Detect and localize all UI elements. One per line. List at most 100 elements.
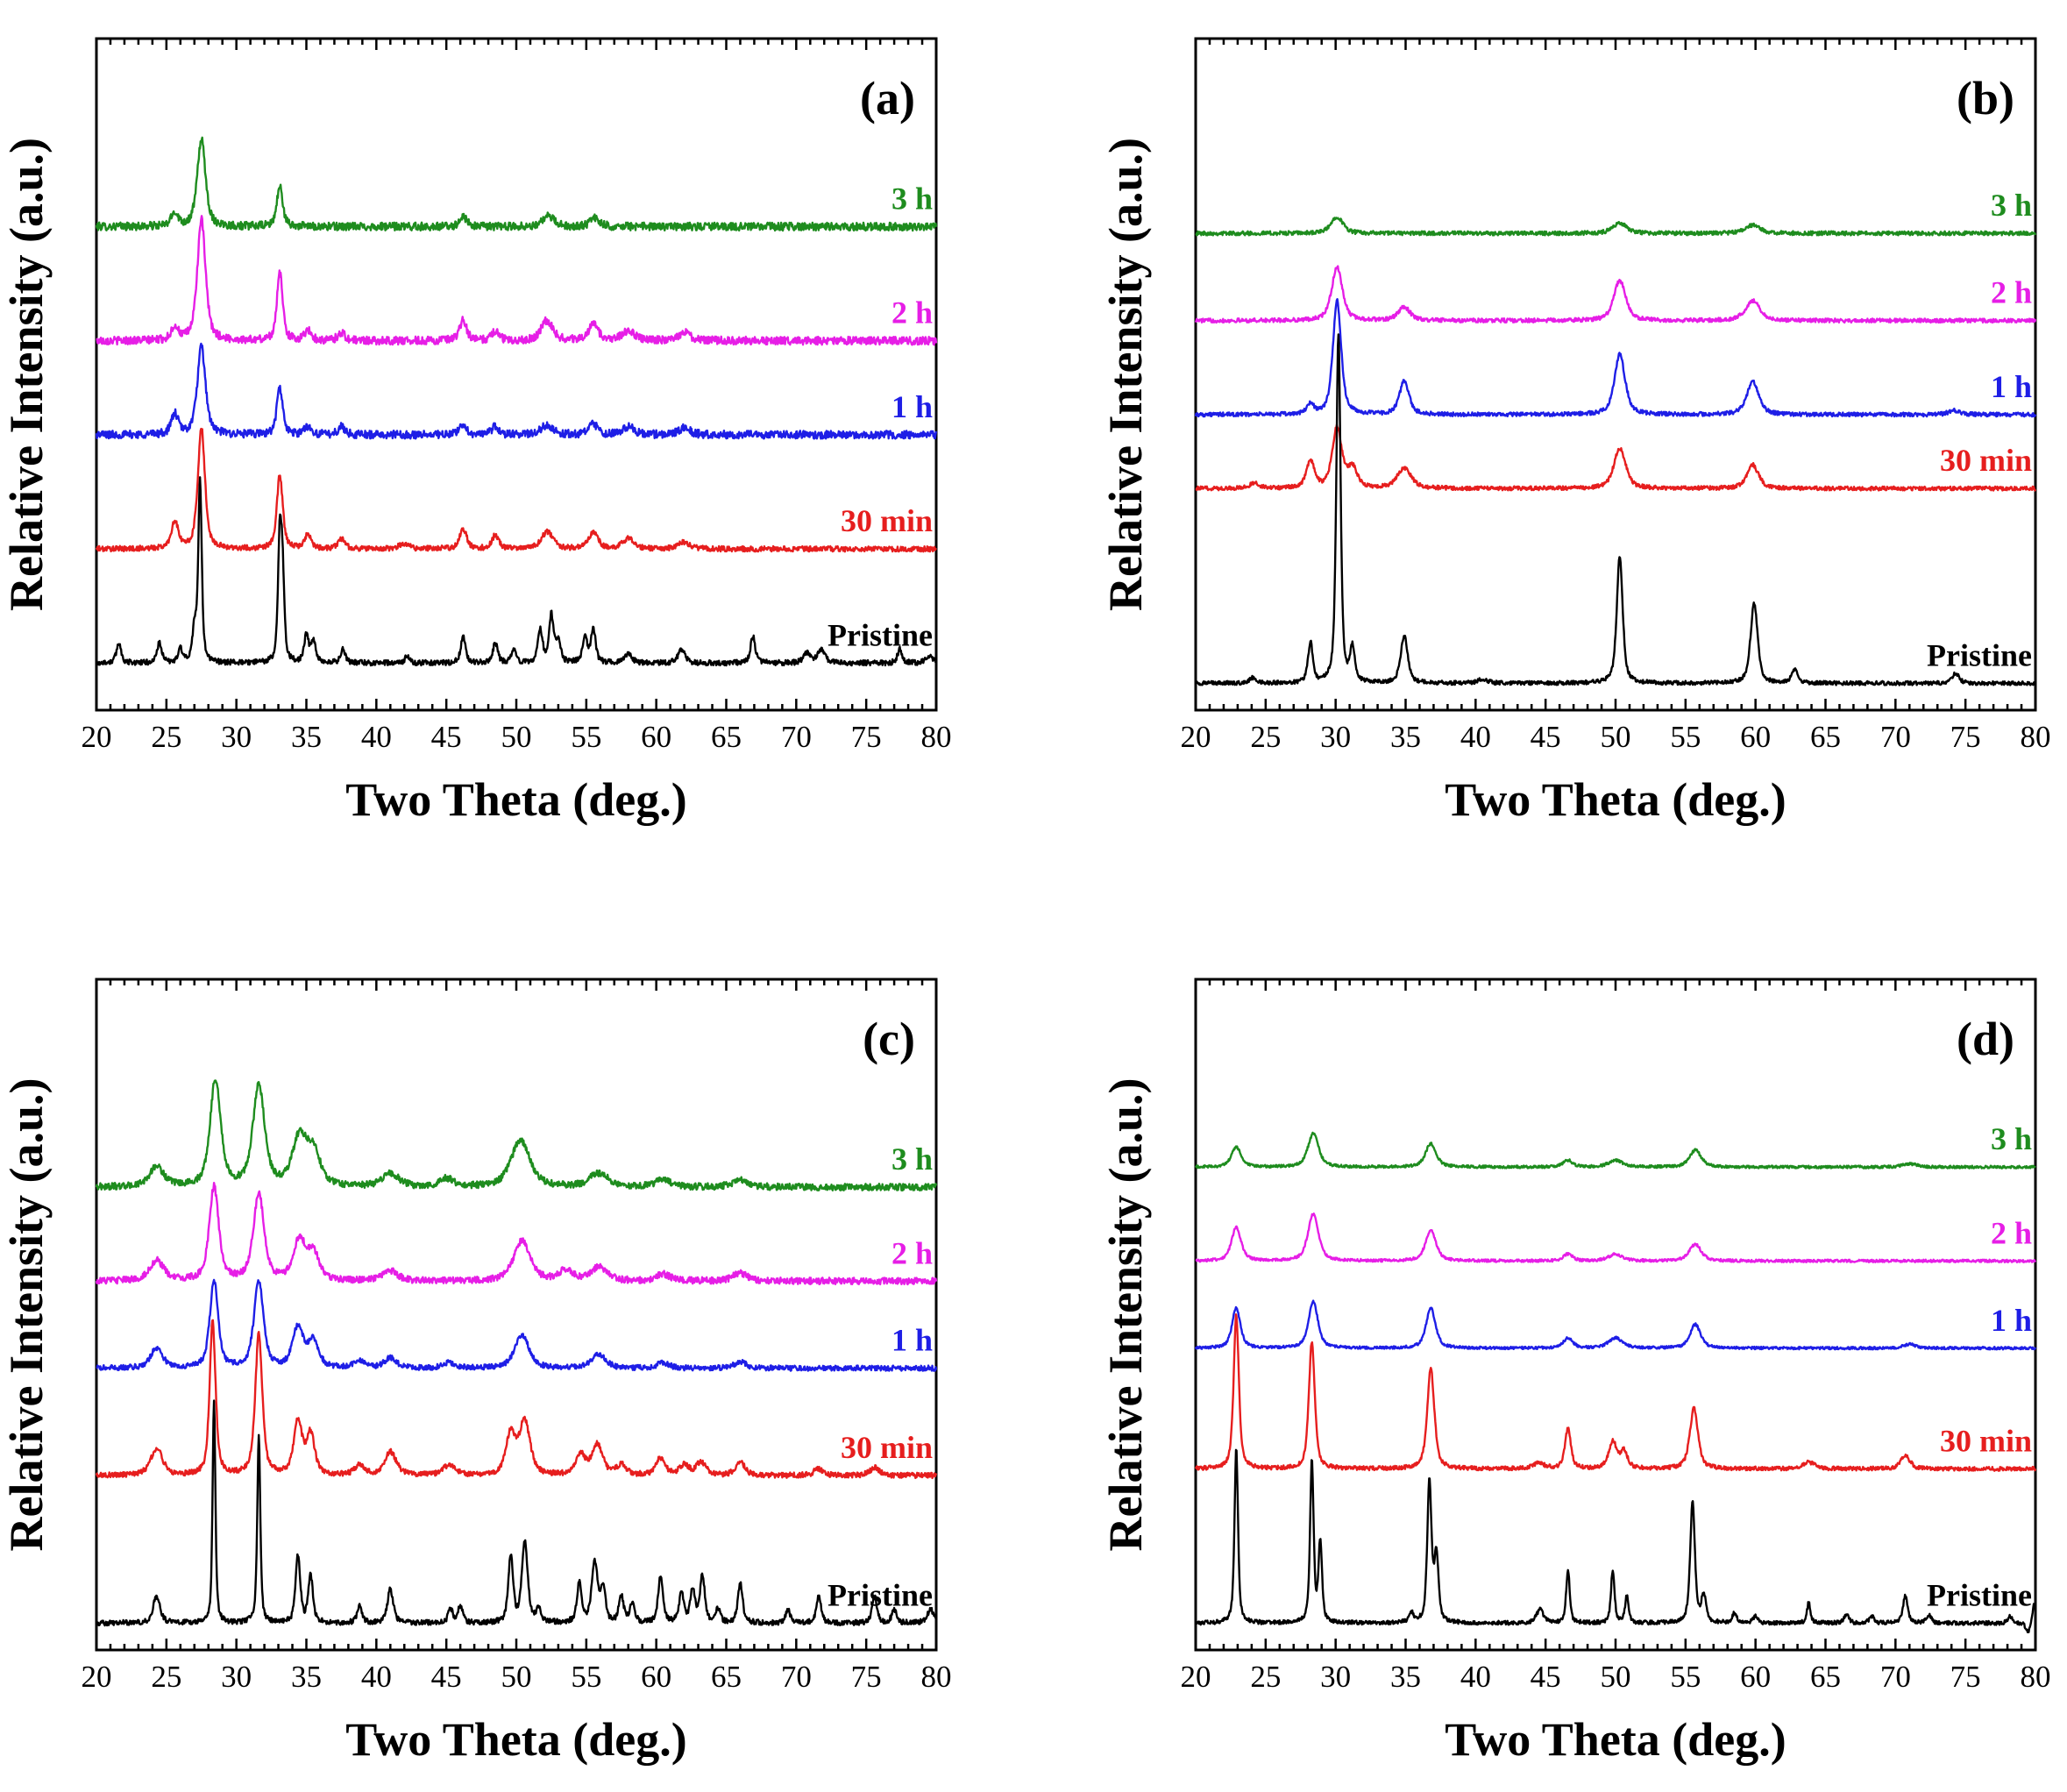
panel-label: (b) (1957, 72, 2014, 124)
x-tick-label: 20 (1181, 720, 1211, 754)
series-label: 1 h (1991, 1303, 2032, 1338)
x-tick-label: 40 (1460, 720, 1491, 754)
x-tick-label: 60 (1740, 1660, 1771, 1694)
xrd-trace (95, 427, 938, 553)
x-tick-label: 60 (641, 1660, 671, 1694)
x-tick-label: 80 (921, 1660, 952, 1694)
plot-frame (95, 37, 938, 712)
xrd-trace (1195, 217, 2037, 237)
x-tick-label: 25 (1250, 1660, 1281, 1694)
xrd-panel: 20 25 30 35 40 45 50 55 60 65 70 75 80 Two Theta (deg… (0, 37, 952, 826)
x-axis-title: Two Theta (deg.) (345, 773, 687, 826)
series-label: 2 h (1991, 1215, 2032, 1250)
series-label: 2 h (891, 1235, 933, 1270)
x-tick-label: 35 (291, 720, 322, 754)
x-tick-label: 25 (1250, 720, 1281, 754)
series-label: Pristine (1927, 1577, 2032, 1612)
x-tick-label: 25 (151, 720, 181, 754)
x-tick-label: 60 (641, 720, 671, 754)
series-label: 1 h (891, 1323, 933, 1358)
panel-label: (a) (860, 72, 915, 124)
x-tick-label: 40 (361, 720, 392, 754)
x-tick-label: 50 (501, 1660, 532, 1694)
xrd-panel: 20 25 30 35 40 45 50 55 60 65 70 75 80 Two Theta (deg… (0, 978, 952, 1766)
xrd-trace (1194, 265, 2037, 324)
x-tick-label: 30 (221, 720, 252, 754)
x-tick-label: 75 (851, 720, 882, 754)
xrd-trace (95, 1399, 937, 1627)
x-tick-label: 25 (151, 1660, 181, 1694)
x-tick-label: 45 (1531, 1660, 1561, 1694)
series-label: Pristine (1927, 637, 2032, 672)
series-label: 30 min (841, 503, 933, 538)
series-label: 3 h (1991, 188, 2032, 223)
y-axis-title: Relative Intensity (a.u.) (1099, 138, 1152, 611)
xrd-trace (96, 1278, 938, 1372)
xrd-trace (1194, 1131, 2036, 1170)
xrd-trace (95, 1319, 938, 1480)
x-tick-label: 65 (711, 720, 742, 754)
x-tick-label: 40 (1460, 1660, 1491, 1694)
xrd-trace (1195, 1448, 2037, 1633)
xrd-trace (1194, 298, 2037, 418)
xrd-trace (1195, 1212, 2037, 1264)
x-tick-label: 75 (1950, 720, 1981, 754)
xrd-trace (95, 342, 938, 440)
x-tick-label: 70 (781, 1660, 812, 1694)
x-tick-label: 35 (1390, 1660, 1421, 1694)
x-tick-label: 60 (1740, 720, 1771, 754)
x-tick-label: 75 (851, 1660, 882, 1694)
series-label: 1 h (891, 389, 933, 424)
x-tick-label: 35 (1390, 720, 1421, 754)
xrd-trace (96, 476, 937, 667)
xrd-trace (95, 1079, 938, 1192)
xrd-trace (96, 215, 938, 346)
x-tick-label: 65 (1810, 1660, 1841, 1694)
x-tick-label: 55 (1670, 1660, 1701, 1694)
x-tick-label: 80 (2021, 720, 2051, 754)
x-tick-label: 30 (221, 1660, 252, 1694)
x-tick-label: 35 (291, 1660, 322, 1694)
xrd-trace (1194, 1312, 2037, 1472)
x-tick-label: 75 (1950, 1660, 1981, 1694)
x-tick-label: 55 (571, 1660, 601, 1694)
x-tick-label: 40 (361, 1660, 392, 1694)
xrd-trace (1194, 333, 2037, 686)
x-tick-label: 30 (1320, 720, 1351, 754)
x-tick-label: 20 (82, 1660, 112, 1694)
series-label: 1 h (1991, 369, 2032, 404)
x-tick-label: 70 (1880, 1660, 1911, 1694)
x-axis-title: Two Theta (deg.) (1445, 773, 1786, 826)
xrd-panel: 20 25 30 35 40 45 50 55 60 65 70 75 80 Two Theta (deg… (1099, 978, 2051, 1766)
y-axis-title: Relative Intensity (a.u.) (0, 138, 53, 611)
x-tick-label: 20 (82, 720, 112, 754)
x-tick-label: 50 (501, 720, 532, 754)
series-label: 2 h (891, 295, 933, 331)
x-tick-label: 20 (1181, 1660, 1211, 1694)
x-tick-label: 80 (2021, 1660, 2051, 1694)
y-axis-title: Relative Intensity (a.u.) (0, 1078, 53, 1552)
xrd-trace (1194, 1299, 2037, 1351)
x-axis-title: Two Theta (deg.) (1445, 1713, 1786, 1766)
series-label: 30 min (841, 1430, 933, 1465)
x-tick-label: 30 (1320, 1660, 1351, 1694)
x-tick-label: 45 (431, 1660, 462, 1694)
x-tick-label: 55 (1670, 720, 1701, 754)
xrd-trace (1195, 423, 2037, 492)
x-tick-label: 70 (1880, 720, 1911, 754)
x-tick-label: 70 (781, 720, 812, 754)
xrd-trace (95, 136, 938, 232)
series-label: 3 h (1991, 1121, 2032, 1156)
xrd-trace (95, 1181, 938, 1286)
panel-label: (c) (863, 1013, 915, 1065)
series-label: 30 min (1940, 443, 2032, 478)
series-label: 30 min (1940, 1423, 2032, 1458)
series-label: Pristine (828, 1577, 933, 1612)
series-label: Pristine (828, 617, 933, 652)
y-axis-title: Relative Intensity (a.u.) (1099, 1078, 1152, 1552)
series-label: 3 h (891, 1141, 933, 1177)
x-axis-title: Two Theta (deg.) (345, 1713, 687, 1766)
x-tick-label: 65 (711, 1660, 742, 1694)
x-tick-label: 45 (1531, 720, 1561, 754)
